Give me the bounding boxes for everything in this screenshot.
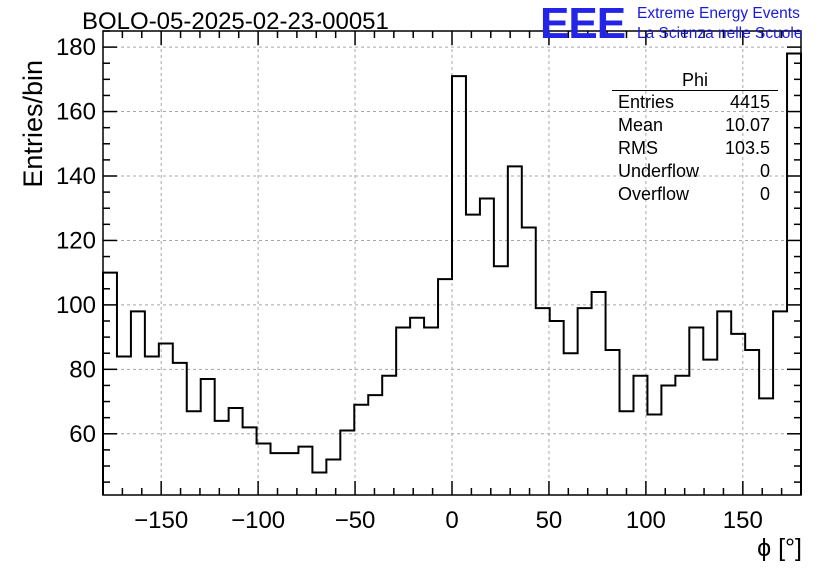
histogram-bin: [675, 376, 689, 495]
histogram-bin: [522, 228, 536, 495]
histogram-bin: [759, 398, 773, 495]
histogram-bin: [131, 311, 145, 495]
histogram-bin: [773, 311, 787, 495]
stat-label: Entries: [618, 92, 675, 112]
histogram-bin: [410, 318, 424, 495]
x-tick-label: −50: [335, 507, 376, 534]
histogram-bin: [368, 395, 382, 495]
y-tick-label: 120: [56, 227, 96, 254]
stat-value: 0: [759, 184, 770, 204]
histogram-bin: [201, 379, 215, 495]
histogram-bin: [187, 411, 201, 495]
y-tick-label: 140: [56, 163, 96, 190]
stat-row-overflow: Overflow 0: [612, 183, 778, 206]
stat-value: 4415: [729, 92, 770, 112]
histogram-bin: [508, 166, 522, 495]
histogram-bin: [494, 266, 508, 495]
histogram-bin: [717, 311, 731, 495]
histogram-bin: [103, 273, 117, 495]
stat-label: Underflow: [618, 161, 700, 181]
histogram-bin: [647, 414, 661, 495]
histogram-bars: [102, 52, 802, 495]
histogram-bin: [633, 376, 647, 495]
histogram-bin: [661, 385, 675, 495]
histogram-bin: [466, 215, 480, 495]
eee-logo: EEE: [540, 0, 626, 48]
stats-box: Phi Entries 4415 Mean 10.07 RMS 103.5 Underflo…: [612, 70, 778, 206]
histogram-bin: [229, 408, 243, 495]
histogram-bin: [564, 353, 578, 495]
x-tick-label: −100: [231, 507, 285, 534]
stat-value: 0: [759, 161, 770, 181]
y-tick-label: 100: [56, 292, 96, 319]
histogram-bin: [173, 363, 187, 495]
stat-row-rms: RMS 103.5: [612, 137, 778, 160]
stat-row-underflow: Underflow 0: [612, 160, 778, 183]
histogram-bin: [480, 199, 494, 495]
histogram-bin: [340, 431, 354, 495]
x-tick-label: 150: [723, 507, 763, 534]
histogram-bin: [536, 308, 550, 495]
histogram-bin: [452, 76, 466, 495]
x-tick-label: 100: [626, 507, 666, 534]
histogram-bin: [354, 405, 368, 495]
histogram-outline: [102, 52, 802, 495]
histogram-bin: [117, 356, 131, 495]
histogram-bin: [298, 447, 312, 495]
stat-row-entries: Entries 4415: [612, 91, 778, 114]
stat-value: 103.5: [724, 138, 770, 158]
histogram-bin: [382, 376, 396, 495]
histogram-bin: [438, 279, 452, 495]
histogram-bin: [215, 421, 229, 495]
logo-line-2: La Scienza nelle Scuole: [637, 25, 803, 42]
logo-line-1: Extreme Energy Events: [637, 5, 800, 22]
stat-value: 10.07: [724, 115, 770, 135]
histogram-bin: [703, 360, 717, 495]
histogram-bin: [550, 321, 564, 495]
y-tick-label: 160: [56, 99, 96, 126]
histogram-bin: [326, 460, 340, 495]
x-tick-label: −150: [134, 507, 188, 534]
x-tick-label: 50: [536, 507, 563, 534]
x-tick-label: 0: [445, 507, 458, 534]
stat-label: RMS: [618, 138, 658, 158]
y-axis-label: Entries/bin: [18, 60, 48, 188]
histogram-bin: [578, 308, 592, 495]
stat-label: Mean: [618, 115, 664, 135]
stat-label: Overflow: [618, 184, 690, 204]
histogram-bin: [424, 327, 438, 495]
x-axis-label: ϕ [°]: [757, 534, 802, 562]
stats-rows: Entries 4415 Mean 10.07 RMS 103.5 Underflow 0 Ov…: [612, 91, 778, 206]
y-tick-label: 60: [69, 421, 96, 448]
y-tick-label: 80: [69, 356, 96, 383]
histogram-bin: [396, 327, 410, 495]
histogram-bin: [620, 411, 634, 495]
axis-ticks: −150 −100 −50 0 50 100 150 60 80 100 120 140 160 180: [56, 30, 801, 534]
histogram-bin: [787, 54, 801, 495]
histogram-bin: [731, 334, 745, 495]
histogram-bin: [312, 472, 326, 495]
y-tick-label: 180: [56, 34, 96, 61]
stats-title: Phi: [612, 70, 778, 91]
chart-title: BOLO-05-2025-02-23-00051: [82, 8, 389, 35]
histogram-bin: [243, 427, 257, 495]
histogram-bin: [159, 344, 173, 495]
histogram-bin: [606, 350, 620, 495]
histogram-bin: [145, 356, 159, 495]
histogram-bin: [592, 292, 606, 495]
histogram-bin: [689, 327, 703, 495]
stat-row-mean: Mean 10.07: [612, 114, 778, 137]
histogram-bin: [745, 350, 759, 495]
